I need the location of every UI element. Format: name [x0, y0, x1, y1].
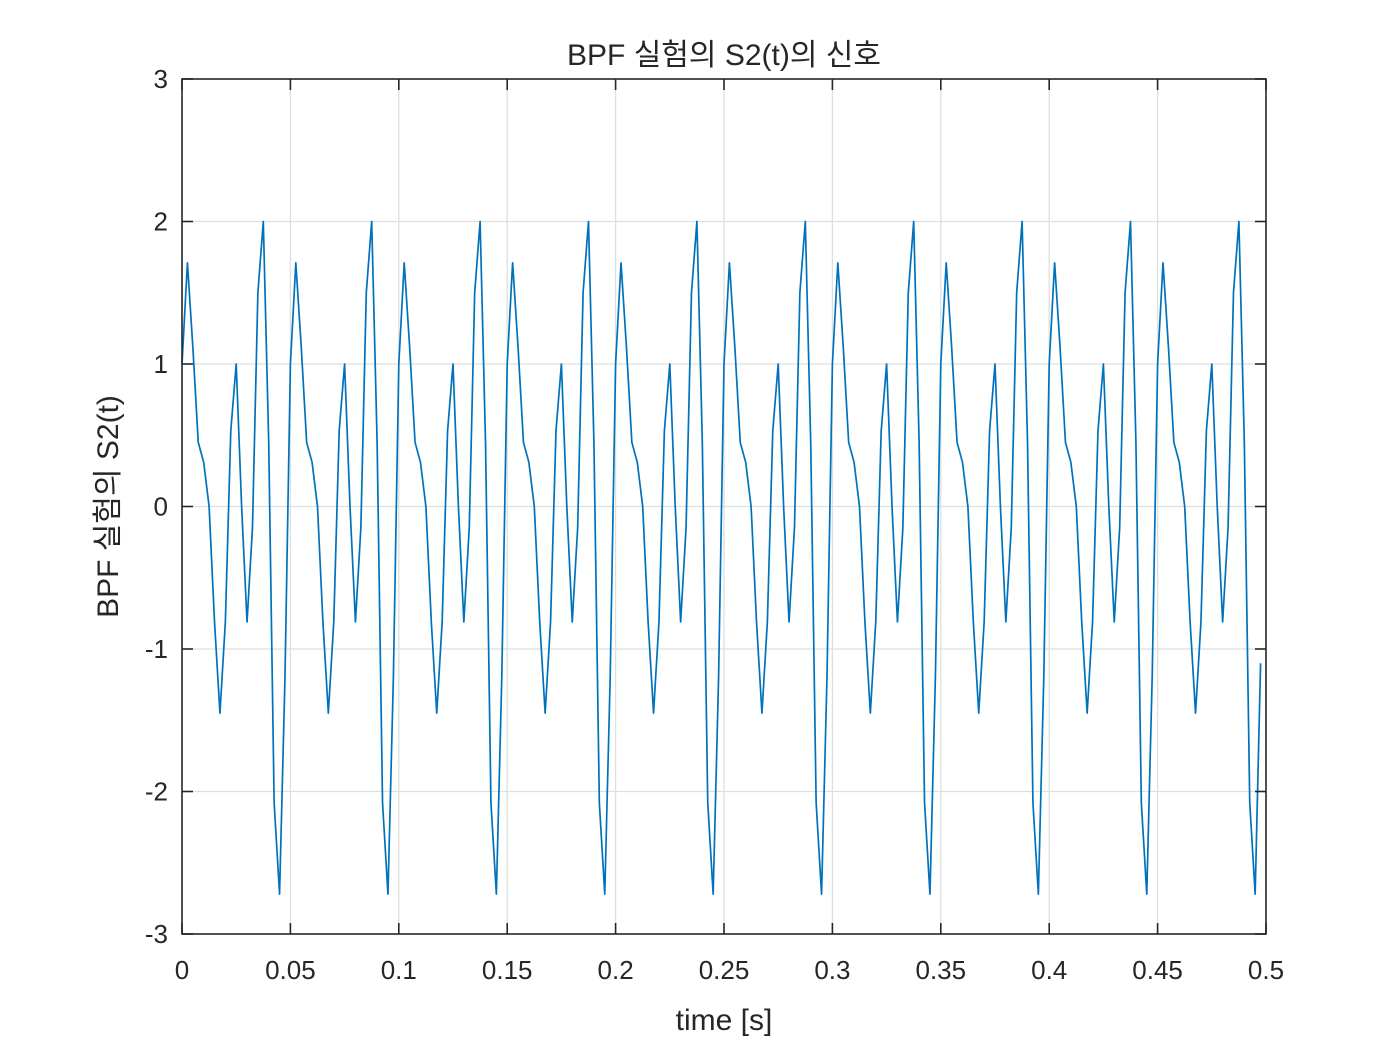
- x-tick-label: 0.25: [699, 955, 750, 985]
- x-tick-label: 0.5: [1248, 955, 1284, 985]
- y-tick-label: 0: [154, 492, 168, 522]
- series-line: [181, 220, 1262, 895]
- y-tick-label: 1: [154, 349, 168, 379]
- y-tick-label: -3: [145, 919, 168, 949]
- chart-title: BPF 실험의 S2(t)의 신호: [567, 39, 881, 72]
- grid: [182, 79, 1266, 934]
- y-tick-label: -1: [145, 634, 168, 664]
- x-axis-title: time [s]: [676, 1004, 773, 1037]
- x-tick-label: 0.3: [814, 955, 850, 985]
- x-tick-label: 0: [175, 955, 189, 985]
- x-tick-label: 0.15: [482, 955, 533, 985]
- x-tick-label: 0.45: [1132, 955, 1183, 985]
- y-axis-title: BPF 실험의 S2(t): [92, 395, 125, 618]
- y-tick-label: 2: [154, 207, 168, 237]
- series-layer: [181, 220, 1262, 895]
- y-tick-label: -2: [145, 777, 168, 807]
- tick-marks: [181, 78, 1267, 935]
- y-tick-label: 3: [154, 64, 168, 94]
- x-tick-labels: 0 0.05 0.1 0.15 0.2 0.25 0.3 0.35 0.4 0.45 0.5: [175, 955, 1284, 985]
- x-tick-label: 0.35: [915, 955, 966, 985]
- x-tick-label: 0.2: [598, 955, 634, 985]
- x-tick-label: 0.1: [381, 955, 417, 985]
- x-tick-label: 0.4: [1031, 955, 1067, 985]
- y-tick-labels: -3 -2 -1 0 1 2 3: [145, 64, 168, 949]
- x-tick-label: 0.05: [265, 955, 316, 985]
